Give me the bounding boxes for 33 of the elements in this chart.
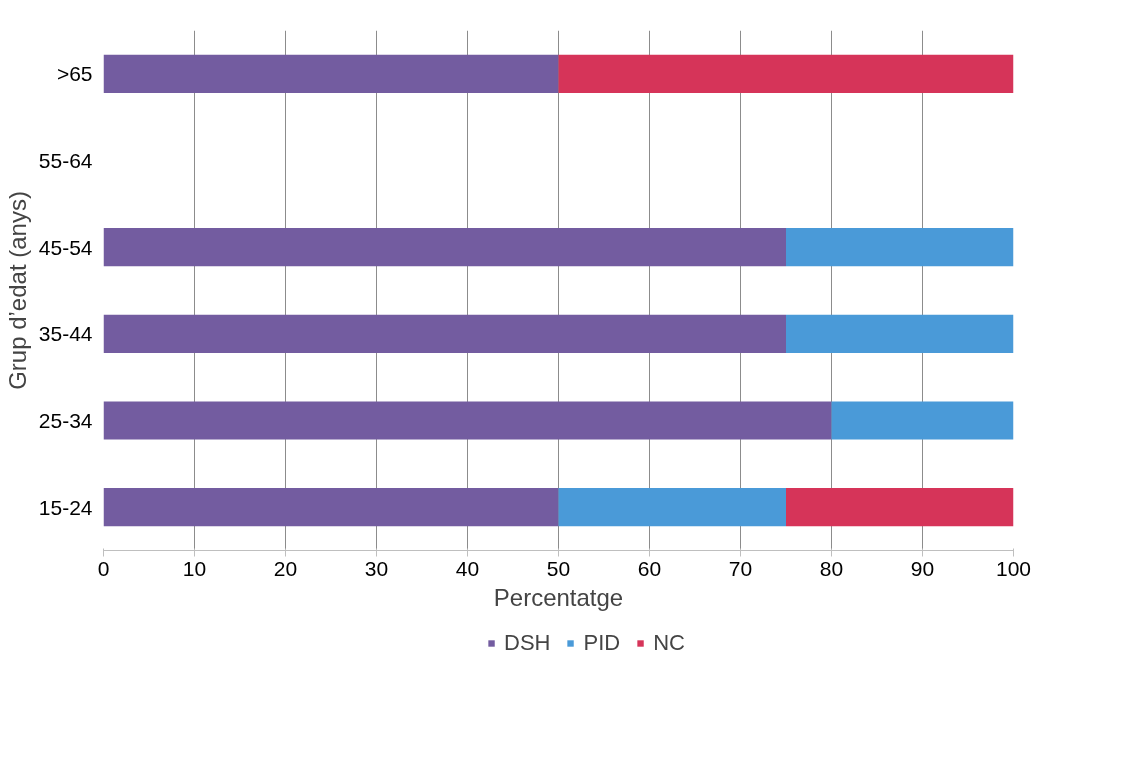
x-tick-label: 50 <box>546 556 571 580</box>
x-tick-label: 70 <box>728 556 753 580</box>
legend-label: DSH <box>504 630 551 656</box>
y-tick-label: 55-64 <box>38 149 93 172</box>
x-tick-label: 40 <box>455 556 480 580</box>
bar <box>103 401 832 440</box>
y-tick-label: >65 <box>56 62 93 86</box>
x-tick-label: 30 <box>364 556 389 580</box>
y-axis-title: Grup d’edat (anys) <box>3 191 31 390</box>
bar <box>558 488 786 527</box>
bar <box>103 54 559 93</box>
legend-label: PID <box>583 630 621 656</box>
y-tick-label: 45-54 <box>38 235 93 259</box>
bar <box>786 228 1014 267</box>
y-tick-label: 15-24 <box>38 495 93 519</box>
bar <box>103 488 559 527</box>
x-tick-label: 80 <box>819 556 844 580</box>
bar <box>558 54 1014 93</box>
x-tick-label: 90 <box>910 556 935 580</box>
bar <box>786 314 1014 353</box>
x-tick-label: 0 <box>97 556 110 580</box>
x-axis-title: Percentatge <box>493 583 624 611</box>
x-tick-label: 10 <box>182 556 207 580</box>
bar <box>786 488 1014 527</box>
y-tick-label: 35-44 <box>38 322 93 346</box>
y-tick-label: 25-34 <box>38 409 93 432</box>
x-tick-label: 60 <box>637 556 662 580</box>
bar <box>103 228 786 267</box>
x-tick-label: 100 <box>995 556 1032 580</box>
bar <box>103 314 786 353</box>
legend-label: NC <box>653 630 685 656</box>
x-tick-label: 20 <box>273 556 298 580</box>
bar <box>831 401 1014 440</box>
